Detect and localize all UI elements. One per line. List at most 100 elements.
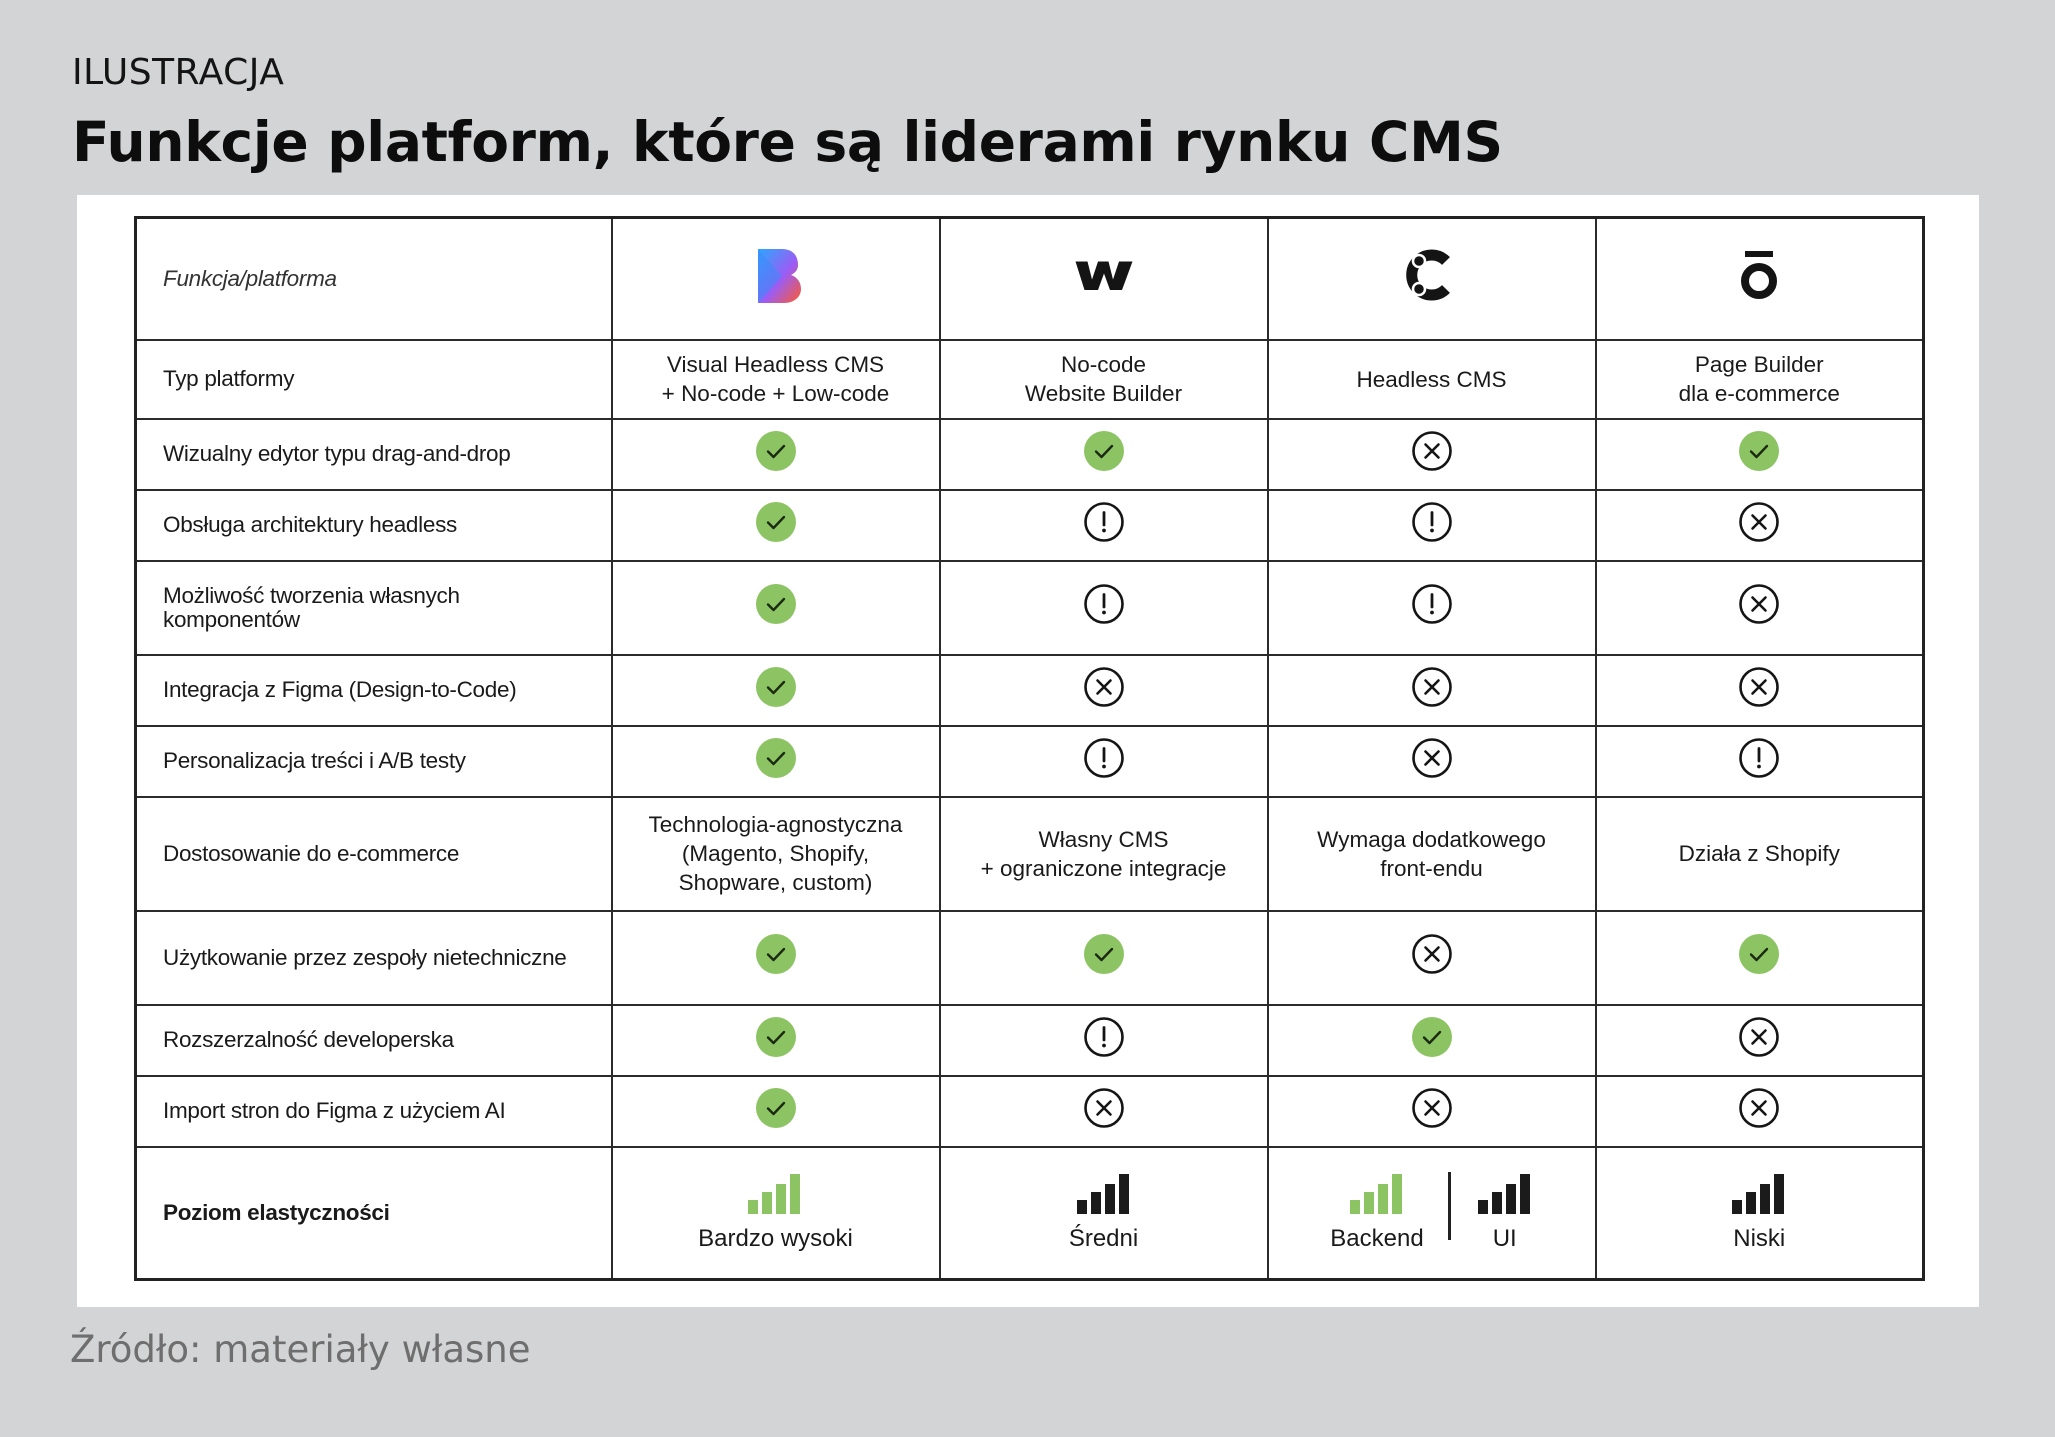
table-row: Możliwość tworzenia własnych komponentów [134, 559, 1925, 656]
divider [1447, 1172, 1451, 1241]
warning-icon [1410, 500, 1454, 544]
table-row: Import stron do Figma z użyciem AI [134, 1074, 1925, 1148]
table-cell [938, 559, 1269, 656]
cell-text: No-code Website Builder [1024, 352, 1183, 406]
row-label: Integracja z Figma (Design-to-Code) [134, 653, 613, 727]
table-cell [1594, 1003, 1925, 1077]
signal-bars-icon [747, 1172, 803, 1215]
table-cell: Własny CMS + ograniczone integracje [938, 795, 1269, 912]
check-icon [754, 736, 798, 780]
platform-header-cell [610, 216, 941, 341]
kicker-label: ILUSTRACJA [72, 52, 285, 93]
table-row: Obsługa architektury headless [134, 488, 1925, 562]
table-cell: Backend UI [1266, 1145, 1597, 1281]
platform-header-cell [938, 216, 1269, 341]
table-cell [1594, 724, 1925, 798]
table-row: Wizualny edytor typu drag-and-drop [134, 417, 1925, 491]
warning-icon [1082, 500, 1126, 544]
table-row: Dostosowanie do e-commerce Technologia-ag… [134, 795, 1925, 912]
table-cell [610, 909, 941, 1006]
cell-text: Działa z Shopify [1678, 841, 1840, 866]
cross-icon [1410, 429, 1454, 473]
flexibility-indicator: Średni [941, 1172, 1267, 1253]
table-cell: Headless CMS [1266, 338, 1597, 420]
flexibility-indicator: Backend UI [1269, 1172, 1595, 1253]
cell-text: Wymaga dodatkowego front-endu [1317, 826, 1546, 881]
table-cell [938, 724, 1269, 798]
table-cell [610, 1003, 941, 1077]
table-cell [610, 653, 941, 727]
table-cell: Technologia-agnostyczna (Magento, Shopif… [610, 795, 941, 912]
row-label: Użytkowanie przez zespoły nietechniczne [134, 909, 613, 1006]
check-icon [1737, 429, 1781, 473]
cross-icon [1737, 665, 1781, 709]
flexibility-level: Backend [1330, 1172, 1424, 1253]
table-cell [610, 559, 941, 656]
comparison-table: Funkcja/platforma Typ platformy Visual Hea… [134, 216, 1925, 1281]
table-cell [938, 909, 1269, 1006]
cell-text: Headless CMS [1356, 366, 1507, 392]
cross-icon [1410, 736, 1454, 780]
warning-icon [1737, 736, 1781, 780]
cross-icon [1737, 1015, 1781, 1059]
flexibility-level: Średni [1069, 1172, 1138, 1253]
check-icon [754, 429, 798, 473]
source-note: Źródło: materiały własne [70, 1328, 531, 1371]
table-cell [938, 653, 1269, 727]
table-cell [610, 724, 941, 798]
bcms-gradient-logo-icon [746, 245, 806, 305]
corner-label: Funkcja/platforma [134, 216, 613, 341]
page-title: Funkcje platform, które są liderami rynk… [72, 110, 1503, 174]
table-row: Rozszerzalność developerska [134, 1003, 1925, 1077]
flexibility-label: Średni [1068, 1225, 1139, 1253]
cell-text: Page Builder dla e-commerce [1678, 352, 1840, 406]
cross-icon [1410, 665, 1454, 709]
check-icon [754, 665, 798, 709]
row-label: Personalizacja treści i A/B testy [134, 724, 613, 798]
signal-bars-icon [1076, 1172, 1132, 1215]
row-label: Poziom elastyczności [134, 1145, 613, 1281]
table-cell [1266, 724, 1597, 798]
row-label: Import stron do Figma z użyciem AI [134, 1074, 613, 1148]
table-cell [1594, 1074, 1925, 1148]
cross-icon [1737, 1086, 1781, 1130]
table-cell [1266, 909, 1597, 1006]
check-icon [1082, 932, 1126, 976]
table-cell: Średni [938, 1145, 1269, 1281]
table-cell: No-code Website Builder [938, 338, 1269, 420]
table-cell: Page Builder dla e-commerce [1594, 338, 1925, 420]
check-icon [754, 932, 798, 976]
flexibility-level: Niski [1731, 1172, 1787, 1253]
cross-icon [1410, 932, 1454, 976]
table-cell: Działa z Shopify [1594, 795, 1925, 912]
table-cell [938, 1074, 1269, 1148]
table-cell [938, 1003, 1269, 1077]
table-row: Personalizacja treści i A/B testy [134, 724, 1925, 798]
cross-icon [1737, 500, 1781, 544]
flexibility-indicator: Bardzo wysoki [613, 1172, 939, 1253]
table-cell [1594, 653, 1925, 727]
table-cell [938, 417, 1269, 491]
table-cell [610, 417, 941, 491]
table-cell: Wymaga dodatkowego front-endu [1266, 795, 1597, 912]
table-cell [1266, 1074, 1597, 1148]
comparison-card: Funkcja/platforma Typ platformy Visual Hea… [77, 195, 1979, 1307]
row-label: Obsługa architektury headless [134, 488, 613, 562]
warning-icon [1082, 736, 1126, 780]
cross-icon [1410, 1086, 1454, 1130]
platform-header-cell [1594, 216, 1925, 341]
header-row: Funkcja/platforma [134, 216, 1925, 341]
webflow-w-logo-icon [1074, 245, 1134, 305]
warning-icon [1410, 582, 1454, 626]
check-icon [1410, 1015, 1454, 1059]
flexibility-indicator: Niski [1597, 1172, 1923, 1253]
table-row-flexibility: Poziom elastyczności Bardzo wysoki Średni B… [134, 1145, 1925, 1281]
flexibility-label: Backend [1330, 1225, 1424, 1253]
table-cell [938, 488, 1269, 562]
platform-header-cell [1266, 216, 1597, 341]
contentful-c-logo-icon [1402, 245, 1462, 305]
table-row: Typ platformy Visual Headless CMS + No-co… [134, 338, 1925, 420]
signal-bars-icon [1349, 1172, 1405, 1215]
check-icon [754, 1086, 798, 1130]
check-icon [754, 582, 798, 626]
